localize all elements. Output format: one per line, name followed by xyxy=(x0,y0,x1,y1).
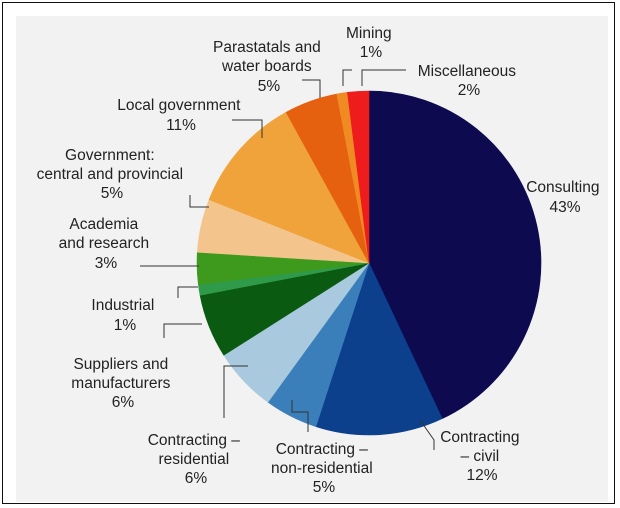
pie-slices xyxy=(196,90,542,436)
leader-parastatals xyxy=(302,79,321,98)
pie-slice-contracting-civil xyxy=(315,262,443,436)
label-contracting-non-residential: Contracting – non-residential 5% xyxy=(271,441,377,496)
label-miscellaneous: Miscellaneous 2% xyxy=(418,63,521,99)
leader-misc xyxy=(361,69,406,86)
label-contracting-residential: Contracting – residential 6% xyxy=(148,432,245,487)
pie-slice-local-government xyxy=(208,111,370,264)
leader-nonres xyxy=(291,400,309,432)
leader-res xyxy=(223,365,248,418)
label-parastatals-water-boards: Parastatals and water boards 5% xyxy=(213,39,325,95)
label-suppliers-manufacturers: Suppliers and manufacturers 6% xyxy=(71,356,174,411)
pie-slice-miscellaneous xyxy=(347,90,370,264)
leader-lines xyxy=(140,69,435,450)
label-industrial: Industrial 1% xyxy=(91,297,158,334)
leader-civil xyxy=(419,419,435,450)
label-mining: Mining 1% xyxy=(346,25,396,61)
label-consulting: Consulting 43% xyxy=(526,179,604,216)
leader-mining xyxy=(342,69,352,86)
leader-suppliers xyxy=(163,323,202,338)
leader-government xyxy=(189,195,209,208)
pie-slice-consulting xyxy=(368,90,542,420)
label-government-central-provincial: Government: central and provincial 5% xyxy=(37,147,188,202)
leader-local xyxy=(232,119,263,138)
label-academia-research: Academia and research 3% xyxy=(59,216,154,272)
label-local-government: Local government 11% xyxy=(117,97,245,134)
label-contracting-civil: Contracting – civil 12% xyxy=(440,429,524,484)
leader-industrial xyxy=(177,286,198,298)
